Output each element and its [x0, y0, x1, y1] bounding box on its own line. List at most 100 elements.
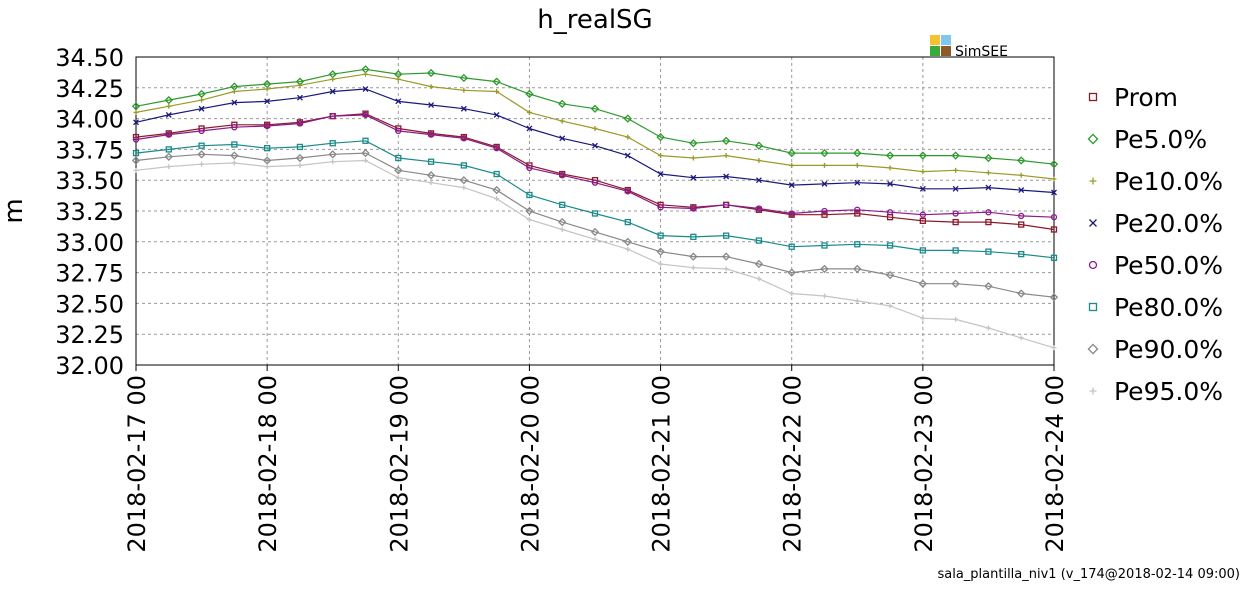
marker: [787, 148, 796, 158]
legend-marker: [1088, 92, 1098, 102]
marker: [494, 196, 500, 202]
marker: [1050, 226, 1058, 233]
marker: [494, 88, 500, 94]
marker: [658, 153, 664, 159]
marker: [526, 164, 533, 172]
marker: [295, 153, 305, 163]
marker: [821, 211, 828, 218]
marker: [132, 136, 140, 143]
marker: [492, 77, 501, 86]
marker: [821, 207, 828, 215]
marker: [231, 141, 238, 148]
y-tick-label: 33.50: [55, 167, 124, 195]
footer: sala_plantilla_niv1 (v_174@2018-02-14 09…: [937, 567, 1240, 582]
legend-label: Pe50.0%: [1114, 251, 1223, 280]
marker: [625, 246, 631, 252]
marker: [526, 191, 533, 199]
marker: [132, 133, 140, 141]
marker: [822, 293, 827, 299]
marker: [132, 149, 140, 157]
marker: [526, 217, 532, 223]
marker: [231, 99, 238, 106]
marker: [789, 162, 795, 168]
marker: [755, 205, 763, 212]
marker: [984, 153, 993, 163]
marker: [1018, 221, 1025, 228]
marker: [1049, 160, 1059, 169]
x-tick-label: 2018-02-23 00: [910, 375, 938, 553]
marker: [363, 71, 368, 77]
marker: [231, 160, 237, 166]
legend-label: Pe5.0%: [1114, 125, 1207, 154]
marker: [460, 105, 467, 112]
marker: [559, 135, 566, 142]
marker: [887, 165, 893, 171]
marker: [822, 162, 827, 168]
marker: [854, 298, 860, 304]
marker: [985, 218, 992, 226]
logo: SimSEE: [930, 35, 1008, 60]
marker: [428, 84, 434, 90]
marker: [394, 166, 403, 175]
logo-square: [941, 35, 951, 45]
marker: [297, 162, 303, 168]
logo-square: [930, 35, 940, 45]
marker: [952, 247, 959, 254]
marker: [657, 204, 664, 211]
marker: [952, 210, 959, 217]
marker: [526, 109, 532, 115]
marker: [199, 161, 205, 167]
marker: [591, 179, 599, 186]
logo-square: [941, 46, 951, 56]
marker: [690, 174, 697, 181]
marker: [131, 102, 141, 111]
marker: [198, 127, 205, 135]
marker: [264, 98, 271, 105]
marker: [755, 177, 762, 184]
marker: [492, 185, 501, 195]
marker: [262, 156, 272, 165]
marker: [133, 109, 139, 115]
marker: [1051, 345, 1057, 351]
marker: [459, 73, 469, 83]
marker: [722, 232, 730, 239]
marker: [559, 201, 566, 208]
y-tick-label: 34.50: [55, 44, 124, 72]
marker: [592, 236, 598, 242]
marker: [985, 209, 992, 216]
marker: [493, 111, 500, 118]
marker: [657, 232, 664, 239]
x-tick-label: 2018-02-20 00: [516, 375, 544, 553]
marker: [592, 125, 598, 131]
marker: [296, 94, 303, 101]
marker: [330, 159, 336, 165]
marker: [656, 247, 665, 256]
marker: [428, 102, 435, 109]
legend-marker: [1089, 387, 1097, 395]
legend-label: Pe80.0%: [1114, 293, 1223, 322]
marker: [427, 131, 435, 138]
marker: [755, 237, 763, 244]
marker: [264, 164, 270, 170]
marker: [624, 152, 631, 159]
y-tick-label: 33.75: [55, 136, 124, 164]
marker: [164, 95, 173, 105]
marker: [821, 180, 828, 187]
marker: [656, 132, 665, 142]
legend-label: Pe10.0%: [1114, 167, 1223, 196]
legend-marker: [1089, 177, 1097, 185]
marker: [493, 145, 500, 152]
marker: [1018, 212, 1025, 220]
marker: [722, 201, 730, 208]
marker: [690, 265, 696, 271]
series: [133, 71, 1057, 182]
marker: [985, 170, 991, 176]
marker: [920, 169, 926, 175]
marker: [296, 143, 304, 151]
x-tick-label: 2018-02-24 00: [1041, 375, 1069, 553]
series-line: [135, 114, 1055, 218]
marker: [919, 211, 927, 218]
marker: [984, 281, 993, 291]
marker: [853, 264, 862, 274]
series-line: [135, 68, 1055, 165]
